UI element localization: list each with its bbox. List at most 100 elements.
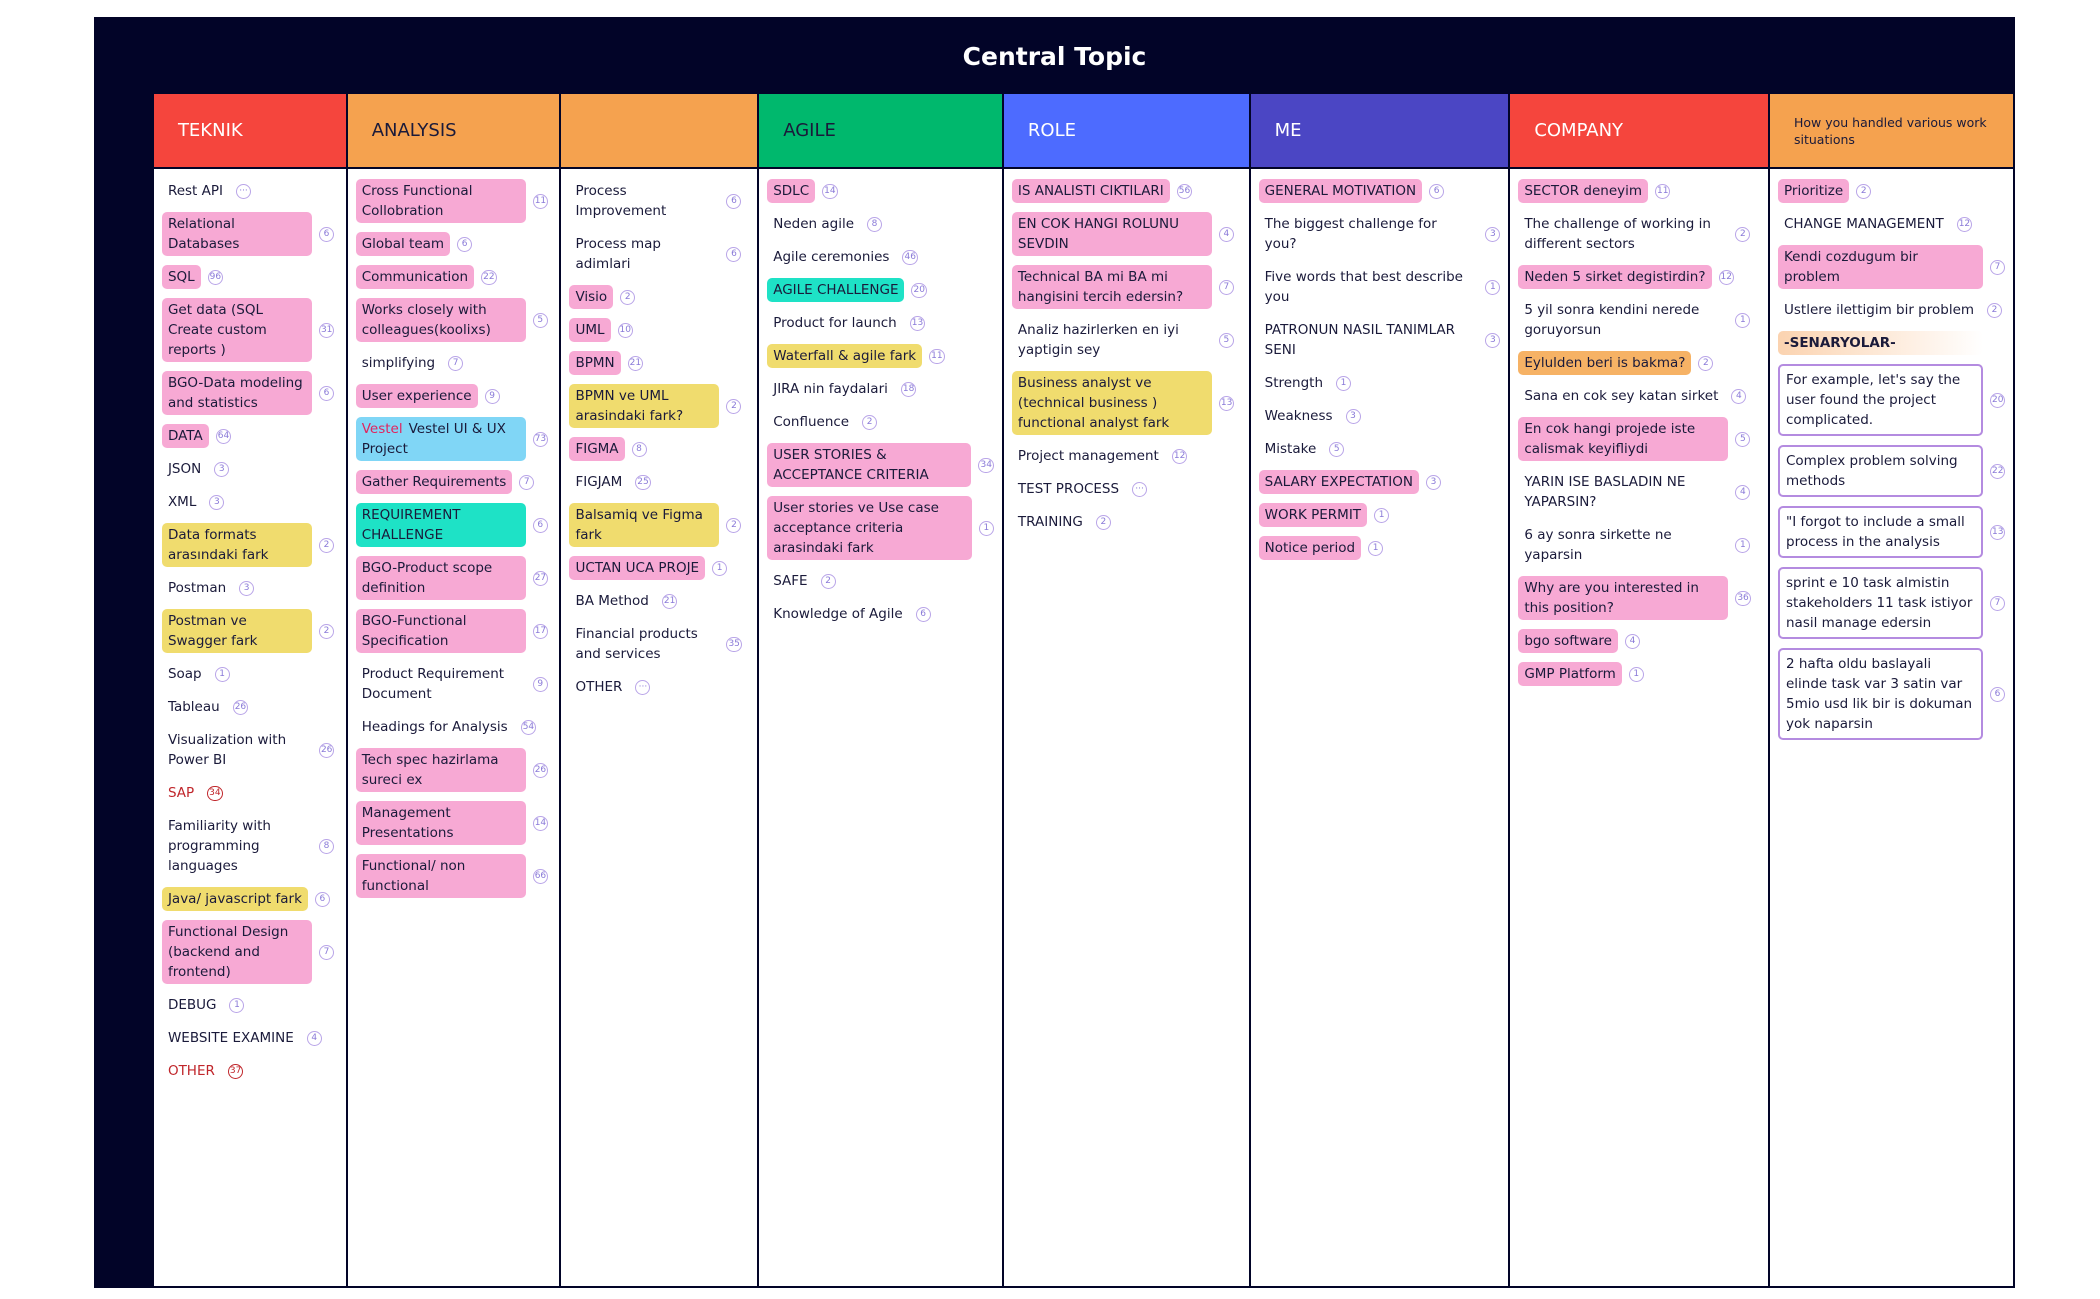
topic-label[interactable]: PATRONUN NASIL TANIMLAR SENI bbox=[1259, 318, 1479, 362]
topic-label[interactable]: Weakness bbox=[1259, 404, 1339, 428]
topic-label[interactable]: Balsamiq ve Figma fark bbox=[569, 503, 720, 547]
topic-label[interactable]: SALARY EXPECTATION bbox=[1258, 470, 1420, 494]
topic-label[interactable]: BGO-Data modeling and statistics bbox=[161, 371, 312, 415]
subtopic-count[interactable]: 9 bbox=[532, 676, 548, 692]
topic-label[interactable]: Get data (SQL Create custom reports ) bbox=[161, 298, 312, 362]
topic-label[interactable]: AGILE CHALLENGE bbox=[767, 278, 905, 302]
topic-label[interactable]: Notice period bbox=[1258, 536, 1362, 560]
topic-label[interactable]: Business analyst ve (technical business … bbox=[1011, 371, 1212, 435]
topic-label[interactable]: Technical BA mi BA mi hangisini tercih e… bbox=[1011, 265, 1212, 309]
topic-label[interactable]: SQL bbox=[161, 265, 201, 289]
topic-label[interactable]: EN COK HANGI ROLUNU SEVDIN bbox=[1011, 212, 1212, 256]
subtopic-count[interactable]: 11 bbox=[532, 193, 549, 209]
topic-label[interactable]: GENERAL MOTIVATION bbox=[1258, 179, 1423, 203]
subtopic-count[interactable]: 27 bbox=[532, 570, 549, 586]
subtopic-count[interactable]: 2 bbox=[318, 537, 334, 553]
subtopic-count[interactable]: 7 bbox=[448, 355, 464, 371]
subtopic-count[interactable]: 6 bbox=[318, 226, 334, 242]
topic-label[interactable]: JIRA nin faydalari bbox=[767, 377, 894, 401]
topic-label[interactable]: OTHER bbox=[162, 1059, 221, 1083]
subtopic-count[interactable]: 2 bbox=[820, 573, 836, 589]
subtopic-count[interactable]: 20 bbox=[911, 282, 927, 298]
subtopic-count[interactable]: 1 bbox=[1628, 666, 1644, 682]
subtopic-count[interactable]: 1 bbox=[214, 666, 230, 682]
topic-label[interactable]: simplifying bbox=[356, 351, 441, 375]
topic-label[interactable]: Java/ javascript fark bbox=[161, 887, 308, 911]
subtopic-count[interactable]: 31 bbox=[318, 322, 335, 338]
topic-label[interactable]: BPMN ve UML arasindaki fark? bbox=[569, 384, 720, 428]
subtopic-count[interactable]: 13 bbox=[1218, 395, 1235, 411]
topic-label[interactable]: Eylulden beri is bakma? bbox=[1518, 351, 1692, 375]
topic-label[interactable]: Neden agile bbox=[767, 212, 860, 236]
topic-label[interactable]: Process map adimlari bbox=[569, 232, 719, 276]
subtopic-count[interactable]: 34 bbox=[207, 785, 223, 801]
column-header[interactable]: How you handled various work situations bbox=[1770, 94, 2013, 169]
subtopic-count[interactable]: 6 bbox=[314, 891, 330, 907]
subtopic-count[interactable]: 2 bbox=[726, 398, 742, 414]
topic-label[interactable]: DEBUG bbox=[162, 993, 223, 1017]
topic-label[interactable]: BGO-Functional Specification bbox=[355, 609, 526, 653]
topic-label[interactable]: -SENARYOLAR- bbox=[1778, 331, 1983, 355]
topic-label[interactable]: Relational Databases bbox=[161, 212, 312, 256]
topic-label[interactable]: User stories ve Use case acceptance crit… bbox=[767, 496, 972, 560]
topic-label[interactable]: REQUIREMENT CHALLENGE bbox=[355, 503, 526, 547]
topic-label[interactable]: Visualization with Power BI bbox=[162, 728, 312, 772]
topic-label[interactable]: SAFE bbox=[767, 569, 813, 593]
topic-label[interactable]: bgo software bbox=[1518, 629, 1618, 653]
subtopic-count[interactable]: 1 bbox=[712, 560, 728, 576]
subtopic-count[interactable]: 2 bbox=[1095, 514, 1111, 530]
topic-label[interactable]: Waterfall & agile fark bbox=[767, 344, 923, 368]
topic-label[interactable]: USER STORIES & ACCEPTANCE CRITERIA bbox=[767, 443, 972, 487]
topic-label[interactable]: Kendi cozdugum bir problem bbox=[1778, 245, 1983, 289]
topic-label[interactable]: Management Presentations bbox=[355, 801, 526, 845]
topic-label[interactable]: Sana en cok sey katan sirket bbox=[1518, 384, 1724, 408]
column-header[interactable]: ME bbox=[1250, 94, 1509, 169]
topic-label[interactable]: Knowledge of Agile bbox=[767, 602, 908, 626]
topic-label[interactable]: sprint e 10 task almistin stakeholders 1… bbox=[1778, 567, 1983, 639]
subtopic-count[interactable]: 2 bbox=[318, 623, 334, 639]
topic-label[interactable]: The challenge of working in different se… bbox=[1518, 212, 1728, 256]
column-header[interactable]: AGILE bbox=[759, 94, 1002, 169]
topic-label[interactable]: Neden 5 sirket degistirdin? bbox=[1518, 265, 1712, 289]
subtopic-count[interactable]: 3 bbox=[1485, 332, 1501, 348]
subtopic-count[interactable]: 1 bbox=[1374, 507, 1390, 523]
subtopic-count[interactable]: ··· bbox=[236, 183, 251, 199]
subtopic-count[interactable]: 54 bbox=[520, 719, 537, 735]
subtopic-count[interactable]: 2 bbox=[1856, 183, 1872, 199]
topic-label[interactable]: Communication bbox=[355, 265, 475, 289]
subtopic-count[interactable]: 3 bbox=[209, 494, 225, 510]
subtopic-count[interactable]: 64 bbox=[215, 428, 232, 444]
subtopic-count[interactable]: 1 bbox=[1336, 375, 1352, 391]
subtopic-count[interactable]: 73 bbox=[532, 431, 549, 447]
subtopic-count[interactable]: 12 bbox=[1718, 269, 1734, 285]
topic-label[interactable]: Project management bbox=[1012, 444, 1165, 468]
subtopic-count[interactable]: 21 bbox=[661, 593, 678, 609]
subtopic-count[interactable]: 13 bbox=[909, 315, 926, 331]
topic-label[interactable]: Product for launch bbox=[767, 311, 903, 335]
topic-label[interactable]: For example, let's say the user found th… bbox=[1778, 364, 1983, 436]
topic-label[interactable]: Works closely with colleagues(koolixs) bbox=[355, 298, 526, 342]
subtopic-count[interactable]: 26 bbox=[532, 762, 549, 778]
subtopic-count[interactable]: 4 bbox=[1731, 388, 1747, 404]
subtopic-count[interactable]: 3 bbox=[239, 580, 255, 596]
topic-label[interactable]: BGO-Product scope definition bbox=[355, 556, 526, 600]
topic-label[interactable]: Data formats arasındaki fark bbox=[161, 523, 312, 567]
topic-label[interactable]: Confluence bbox=[767, 410, 855, 434]
subtopic-count[interactable]: 4 bbox=[1624, 633, 1640, 649]
topic-label[interactable]: TEST PROCESS bbox=[1012, 477, 1125, 501]
topic-label[interactable]: WEBSITE EXAMINE bbox=[162, 1026, 300, 1050]
subtopic-count[interactable]: 9 bbox=[484, 388, 500, 404]
subtopic-count[interactable]: 7 bbox=[318, 944, 334, 960]
subtopic-count[interactable]: 66 bbox=[532, 868, 549, 884]
subtopic-count[interactable]: 6 bbox=[457, 236, 473, 252]
topic-label[interactable]: "I forgot to include a small process in … bbox=[1778, 506, 1983, 558]
subtopic-count[interactable]: 35 bbox=[726, 636, 742, 652]
column-header[interactable] bbox=[561, 94, 758, 169]
topic-label[interactable]: FIGJAM bbox=[569, 470, 628, 494]
subtopic-count[interactable]: 21 bbox=[627, 355, 644, 371]
topic-label[interactable]: Ustlere ilettigim bir problem bbox=[1778, 298, 1980, 322]
topic-label[interactable]: Strength bbox=[1259, 371, 1329, 395]
topic-label[interactable]: SAP bbox=[162, 781, 200, 805]
subtopic-count[interactable]: 4 bbox=[306, 1030, 322, 1046]
subtopic-count[interactable]: 6 bbox=[726, 193, 742, 209]
